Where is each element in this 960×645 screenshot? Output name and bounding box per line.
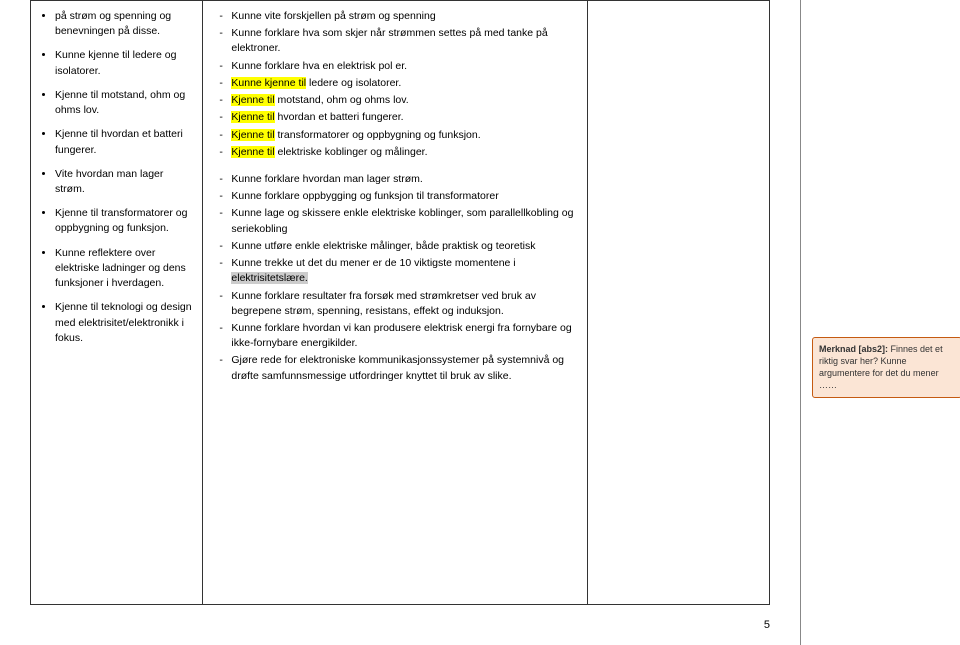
col2-dash-item: Kjenne til transformatorer og oppbygning… bbox=[213, 128, 576, 143]
highlight-yellow: Kjenne til bbox=[231, 94, 274, 106]
col1-bullet: Kunne reflektere over elektriske ladning… bbox=[55, 246, 192, 292]
col1-list: på strøm og spenning og benevningen på d… bbox=[41, 9, 192, 346]
comment-balloon[interactable]: Merknad [abs2]: Finnes det et riktig sva… bbox=[812, 337, 960, 398]
col1-bullet: på strøm og spenning og benevningen på d… bbox=[55, 9, 192, 39]
col1-bullet: Kjenne til hvordan et batteri fungerer. bbox=[55, 127, 192, 157]
col2-dash-item: Kunne vite forskjellen på strøm og spenn… bbox=[213, 9, 576, 24]
main-table-wrap: på strøm og spenning og benevningen på d… bbox=[30, 0, 770, 605]
column-3 bbox=[587, 1, 770, 605]
col2-dash-item: Gjøre rede for elektroniske kommunikasjo… bbox=[213, 353, 576, 383]
col1-bullet: Vite hvordan man lager strøm. bbox=[55, 167, 192, 197]
col1-bullet: Kjenne til motstand, ohm og ohms lov. bbox=[55, 88, 192, 118]
highlight-yellow: Kunne kjenne til bbox=[231, 77, 306, 89]
main-table: på strøm og spenning og benevningen på d… bbox=[30, 0, 770, 605]
col2-dash-item: Kunne forklare hva som skjer når strømme… bbox=[213, 26, 576, 56]
col2-dash-item: Kunne forklare hvordan man lager strøm. bbox=[213, 172, 576, 187]
col2-list-top: Kunne vite forskjellen på strøm og spenn… bbox=[213, 9, 576, 160]
col2-dash-item: Kjenne til motstand, ohm og ohms lov. bbox=[213, 93, 576, 108]
col2-dash-item: Kunne lage og skissere enkle elektriske … bbox=[213, 206, 576, 236]
col2-list-bottom: Kunne forklare hvordan man lager strøm. K… bbox=[213, 172, 576, 384]
col2-dash-item: Kunne forklare resultater fra forsøk med… bbox=[213, 289, 576, 319]
review-pane-divider bbox=[800, 0, 801, 645]
col1-bullet: Kunne kjenne til ledere og isolatorer. bbox=[55, 48, 192, 78]
page-number: 5 bbox=[764, 619, 770, 631]
highlight-yellow: Kjenne til bbox=[231, 146, 274, 158]
col2-dash-item: Kunne forklare hva en elektrisk pol er. bbox=[213, 59, 576, 74]
col2-dash-item: Kunne forklare hvordan vi kan produsere … bbox=[213, 321, 576, 351]
highlight-yellow: Kjenne til bbox=[231, 111, 274, 123]
col2-dash-item: Kunne trekke ut det du mener er de 10 vi… bbox=[213, 256, 576, 286]
col2-dash-item: Kunne utføre enkle elektriske målinger, … bbox=[213, 239, 576, 254]
column-1: på strøm og spenning og benevningen på d… bbox=[31, 1, 203, 605]
column-2: Kunne vite forskjellen på strøm og spenn… bbox=[203, 1, 587, 605]
col2-dash-item: Kunne forklare oppbygging og funksjon ti… bbox=[213, 189, 576, 204]
highlight-gray: elektrisitetslære. bbox=[231, 272, 307, 284]
col1-bullet: Kjenne til teknologi og design med elekt… bbox=[55, 300, 192, 346]
col2-dash-item: Kjenne til hvordan et batteri fungerer. bbox=[213, 110, 576, 125]
highlight-yellow: Kjenne til bbox=[231, 129, 274, 141]
col2-dash-item: Kunne kjenne til ledere og isolatorer. bbox=[213, 76, 576, 91]
col2-dash-item: Kjenne til elektriske koblinger og målin… bbox=[213, 145, 576, 160]
document-page: på strøm og spenning og benevningen på d… bbox=[0, 0, 800, 645]
comment-label: Merknad [abs2]: bbox=[819, 344, 888, 354]
col1-bullet: Kjenne til transformatorer og oppbygning… bbox=[55, 206, 192, 236]
